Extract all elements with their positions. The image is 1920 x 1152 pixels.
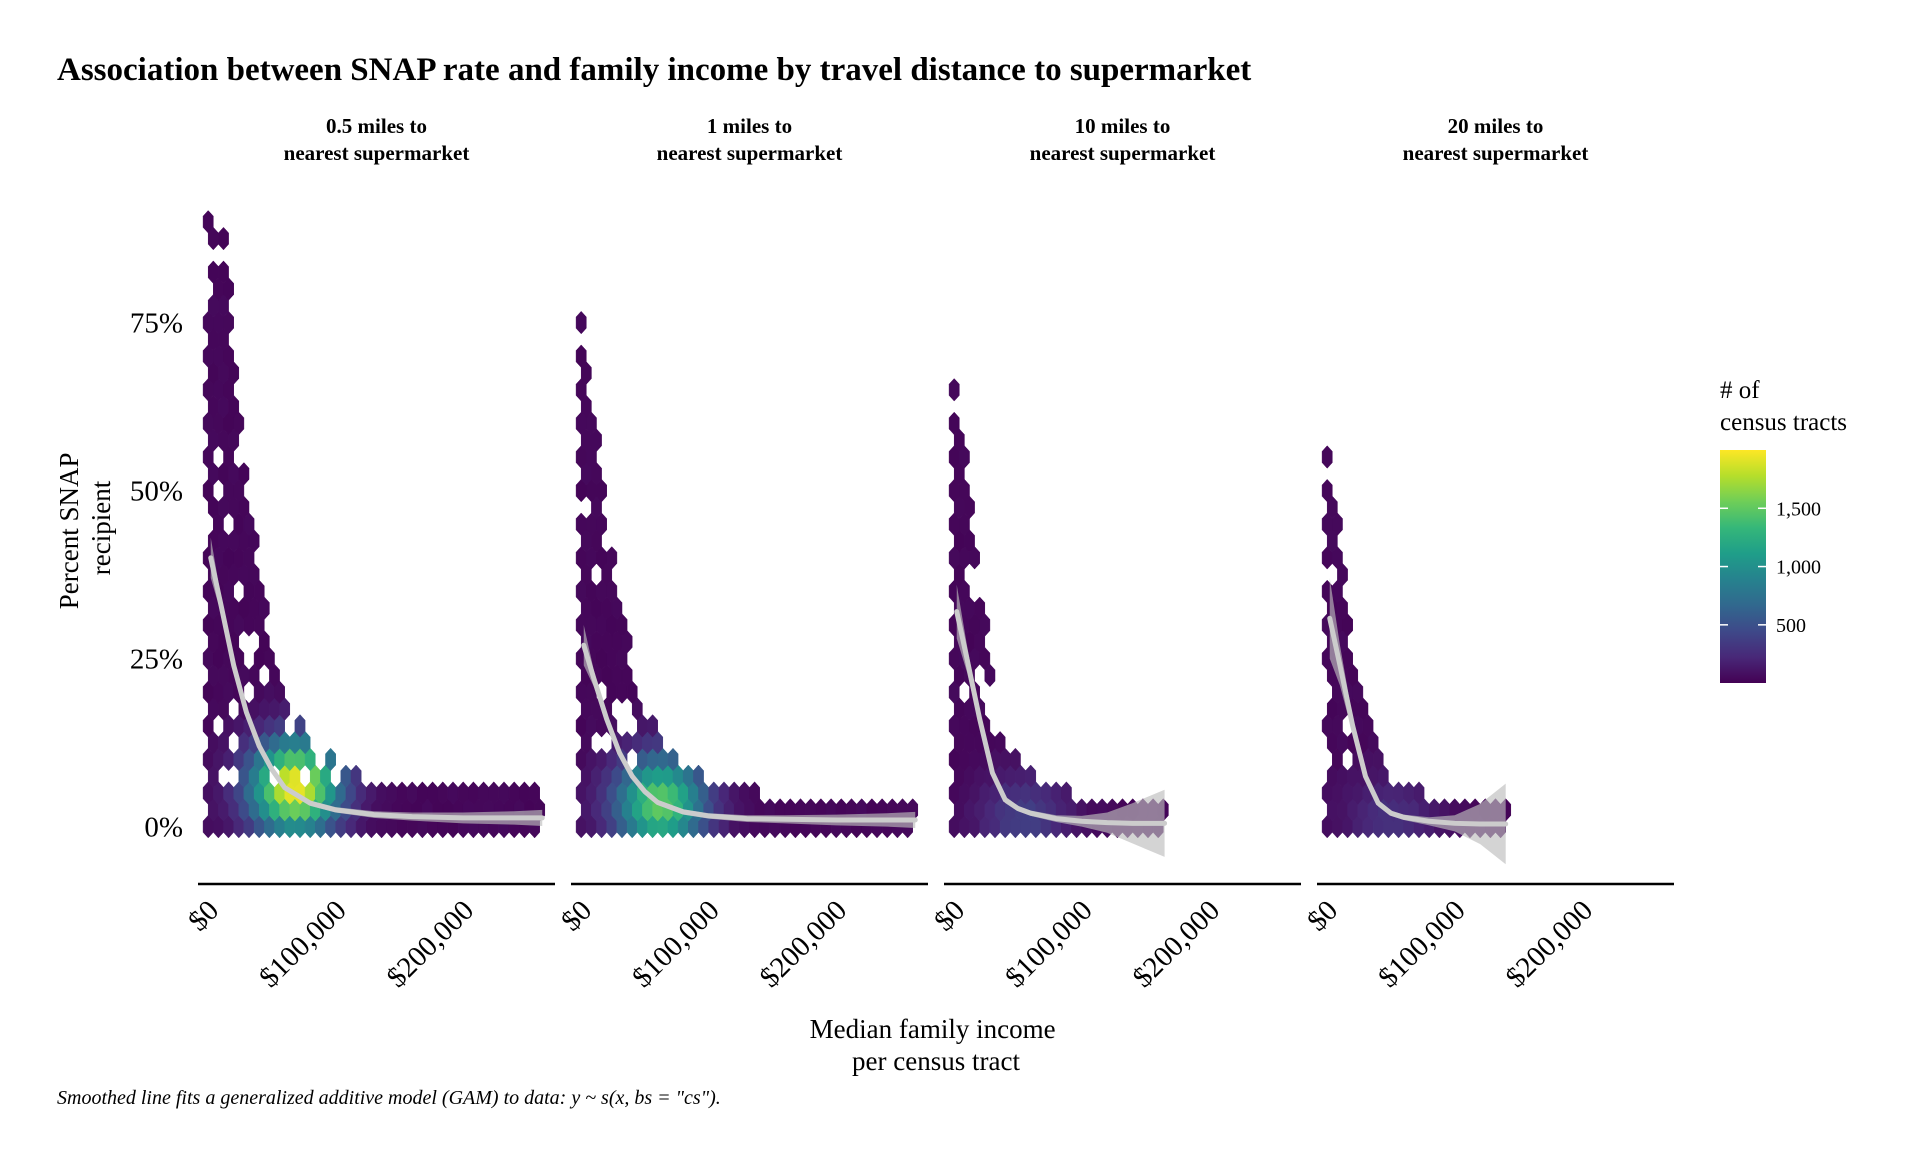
hexbin-cell bbox=[575, 310, 587, 335]
hexbin-cell bbox=[1010, 747, 1021, 772]
hexbin-cell bbox=[218, 260, 229, 284]
hexbin-cell bbox=[350, 764, 362, 788]
gam-smooth-line bbox=[954, 609, 1168, 826]
x-tick-label: $200,000 bbox=[754, 894, 854, 994]
hexbin-cell bbox=[948, 411, 960, 436]
hexbin-cell bbox=[325, 747, 336, 772]
hexbin-cell bbox=[238, 462, 250, 486]
y-tick-label: 25% bbox=[130, 644, 183, 676]
facet-panel-3: 10 miles to nearest supermarket $0 $100,000… bbox=[928, 114, 1301, 994]
facet-strip-label: 10 miles to nearest supermarket bbox=[1030, 114, 1216, 165]
legend-tick-label: 500 bbox=[1776, 615, 1806, 637]
x-axis-title: Median family income per census tract bbox=[810, 1014, 1063, 1076]
hexbin-cell bbox=[1321, 445, 1333, 469]
legend-tick-label: 1,000 bbox=[1776, 557, 1821, 579]
hexbin-cell bbox=[1025, 764, 1037, 788]
chart-title: Association between SNAP rate and family… bbox=[57, 52, 1251, 88]
y-axis-title: Percent SNAP recipient bbox=[54, 447, 116, 610]
legend-title: # of census tracts bbox=[1720, 377, 1847, 436]
hexbin-cell bbox=[202, 210, 214, 234]
facet-strip-label: 20 miles to nearest supermarket bbox=[1403, 114, 1589, 165]
hexbin-cell bbox=[667, 747, 679, 772]
gam-smooth-line bbox=[208, 555, 545, 821]
facet-panel-4: 20 miles to nearest supermarket $0 $100,000… bbox=[1301, 114, 1674, 994]
legend: # of census tracts 500 1,000 1,500 bbox=[1720, 377, 1847, 683]
hexbin-cell bbox=[1061, 781, 1072, 805]
hexbin-cell bbox=[749, 781, 760, 805]
x-tick-label: $200,000 bbox=[381, 894, 481, 994]
x-tick-label: $100,000 bbox=[999, 894, 1099, 994]
hexbin-cell bbox=[994, 731, 1006, 755]
hexbin-cell bbox=[294, 714, 306, 738]
hexbin-cell bbox=[529, 781, 540, 805]
x-tick-label: $0 bbox=[555, 894, 598, 937]
x-tick-label: $100,000 bbox=[253, 894, 353, 994]
chart-caption: Smoothed line fits a generalized additiv… bbox=[57, 1087, 721, 1109]
y-tick-label: 75% bbox=[130, 308, 183, 340]
facets: 0.5 miles to nearest supermarket $0 $100,00… bbox=[182, 114, 1674, 994]
y-axis: 0% 25% 50% 75% bbox=[130, 308, 183, 844]
facet-strip-label: 1 miles to nearest supermarket bbox=[657, 114, 843, 165]
hexbin-cell bbox=[974, 596, 986, 620]
hexbin-cell bbox=[948, 378, 960, 402]
hexbin-layer bbox=[575, 310, 919, 839]
x-tick-label: $100,000 bbox=[626, 894, 726, 994]
x-tick-label: $200,000 bbox=[1500, 894, 1600, 994]
hexbin-layer bbox=[948, 378, 1169, 839]
hexbin-cell bbox=[1413, 781, 1425, 805]
x-tick-label: $0 bbox=[182, 894, 225, 937]
hexbin-cell bbox=[575, 344, 587, 368]
hexbin-cell bbox=[693, 764, 704, 788]
x-tick-label: $0 bbox=[1301, 894, 1344, 937]
hexbin-cell bbox=[647, 714, 658, 738]
legend-tick-label: 1,500 bbox=[1776, 498, 1821, 520]
gam-smooth-line bbox=[1327, 615, 1509, 827]
facet-strip-label: 0.5 miles to nearest supermarket bbox=[284, 114, 470, 165]
x-tick-label: $0 bbox=[928, 894, 971, 937]
hexbin-cell bbox=[218, 226, 229, 251]
hexbin-cell bbox=[606, 546, 618, 570]
y-tick-label: 0% bbox=[144, 812, 183, 844]
hexbin-layer bbox=[202, 210, 546, 839]
y-tick-label: 50% bbox=[130, 476, 183, 508]
confidence-ribbon bbox=[956, 584, 1165, 857]
gam-smooth-line bbox=[581, 642, 918, 823]
facet-panel-1: 0.5 miles to nearest supermarket $0 $100,00… bbox=[182, 114, 555, 994]
x-tick-label: $100,000 bbox=[1372, 894, 1472, 994]
x-tick-label: $200,000 bbox=[1127, 894, 1227, 994]
hexbin-cell bbox=[1321, 478, 1333, 503]
facet-panel-2: 1 miles to nearest supermarket $0 $100,000 $… bbox=[555, 114, 928, 994]
hexbin-layer bbox=[1321, 445, 1512, 839]
